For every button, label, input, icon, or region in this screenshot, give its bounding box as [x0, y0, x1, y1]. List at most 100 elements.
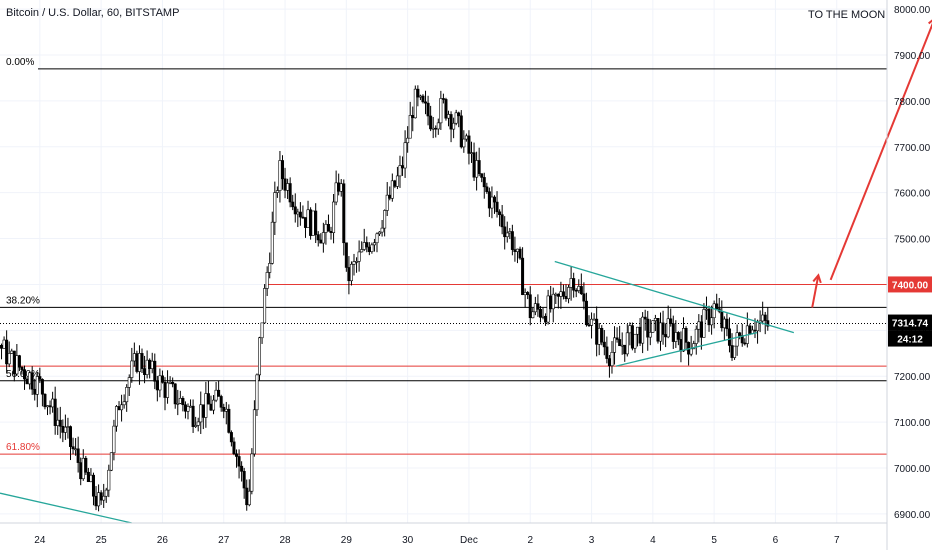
candle-body: [69, 427, 71, 447]
candle-body: [634, 334, 636, 348]
candle-body: [412, 115, 414, 117]
candle-body: [624, 345, 626, 354]
candle-body: [465, 136, 467, 139]
candle-body: [97, 493, 99, 506]
price-labels: 7400.00 7314.74 24:12: [888, 276, 932, 346]
y-tick-label: 7700.00: [894, 143, 931, 154]
y-tick-label: 7100.00: [894, 418, 931, 429]
candle-body: [100, 493, 102, 500]
x-tick-label: 26: [157, 535, 169, 546]
y-tick-label: 7600.00: [894, 189, 931, 200]
candlestick-chart[interactable]: 0.00%38.20%50.00%61.80% 6900.007000.0071…: [0, 0, 932, 550]
candle-body: [113, 426, 115, 453]
candle-body: [8, 353, 10, 363]
candle-body: [197, 422, 199, 425]
x-tick-label: 25: [96, 535, 108, 546]
candle-body: [67, 427, 69, 428]
candle-body: [294, 207, 296, 214]
candle-body: [21, 367, 23, 369]
candle-body: [348, 267, 350, 280]
x-tick-label: 5: [711, 535, 717, 546]
candle-body: [419, 96, 421, 97]
candle-body: [506, 233, 508, 237]
candle-body: [184, 405, 186, 412]
candle-body: [547, 296, 549, 322]
candle-body: [690, 349, 692, 354]
candle-body: [491, 197, 493, 208]
candle-body: [641, 317, 643, 343]
candle-body: [256, 375, 258, 410]
candle-body: [736, 333, 738, 346]
candle-body: [414, 89, 416, 118]
candle-body: [749, 326, 751, 334]
candle-body: [455, 113, 457, 123]
candle-body: [524, 292, 526, 294]
candle-body: [475, 160, 477, 177]
candle-body: [468, 136, 470, 154]
candle-body: [427, 103, 429, 116]
candle-body: [417, 89, 419, 97]
candle-body: [284, 179, 286, 190]
candle-body: [381, 228, 383, 232]
candle-body: [391, 181, 393, 198]
candle-body: [207, 394, 209, 405]
candle-body: [54, 399, 56, 426]
candle-body: [378, 232, 380, 234]
candle-body: [399, 166, 401, 176]
candle-body: [297, 212, 299, 214]
candle-body: [312, 211, 314, 236]
candle-body: [182, 398, 184, 404]
candle-body: [529, 295, 531, 318]
candle-body: [603, 342, 605, 347]
candle-body: [85, 458, 87, 472]
candle-body: [332, 202, 334, 233]
candle-body: [360, 249, 362, 251]
candle-body: [82, 458, 84, 478]
y-tick-label: 6900.00: [894, 510, 931, 521]
candle-body: [394, 181, 396, 187]
candle-body: [363, 243, 365, 250]
candle-body: [695, 329, 697, 343]
x-tick-label: 30: [402, 535, 414, 546]
candle-body: [621, 345, 623, 346]
candle-body: [39, 376, 41, 379]
candle-body: [705, 309, 707, 310]
candle-body: [215, 390, 217, 400]
drawings: [0, 18, 932, 523]
candle-body: [493, 197, 495, 202]
candle-body: [667, 319, 669, 337]
candle-body: [358, 252, 360, 261]
candle-body: [253, 410, 255, 454]
candle-body: [598, 328, 600, 344]
candle-body: [698, 322, 700, 329]
candle-body: [62, 426, 64, 432]
candle-body: [733, 346, 735, 358]
candle-body: [146, 360, 148, 374]
candle-body: [148, 360, 150, 369]
candle-body: [28, 373, 30, 384]
chart-title: Bitcoin / U.S. Dollar, 60, BITSTAMP: [6, 7, 179, 19]
candle-body: [340, 184, 342, 192]
candle-body: [616, 338, 618, 340]
candle-body: [156, 381, 158, 390]
candle-body: [680, 339, 682, 351]
y-tick-label: 8000.00: [894, 5, 931, 16]
candle-body: [575, 290, 577, 291]
candle-body: [445, 99, 447, 118]
candle-body: [192, 406, 194, 426]
candle-body: [703, 309, 705, 337]
candle-body: [463, 139, 465, 147]
candle-body: [350, 264, 352, 280]
x-tick-label: 6: [773, 535, 779, 546]
candle-body: [764, 315, 766, 321]
candle-body: [171, 382, 173, 384]
trendline-lower-left: [0, 493, 132, 523]
candle-body: [539, 309, 541, 317]
candle-body: [371, 245, 373, 252]
candle-body: [136, 354, 138, 372]
x-tick-label: 4: [650, 535, 656, 546]
candle-body: [649, 332, 651, 337]
candle-body: [77, 449, 79, 463]
candle-body: [606, 347, 608, 359]
candle-body: [154, 361, 156, 381]
